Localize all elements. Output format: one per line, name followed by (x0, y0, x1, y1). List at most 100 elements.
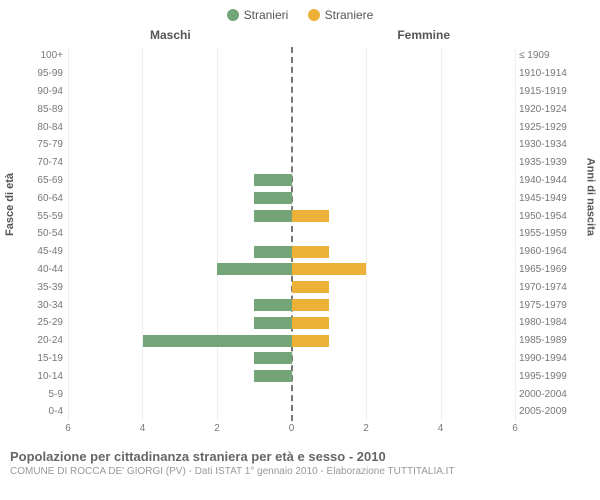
bar-wrap-male (68, 121, 292, 133)
bar-wrap-male (68, 370, 292, 382)
birth-label: 1965-1969 (519, 264, 577, 275)
legend-item-female: Straniere (308, 8, 374, 22)
data-row: 40-441965-1969 (68, 261, 515, 277)
bar-female (292, 335, 329, 347)
birth-label: 2005-2009 (519, 406, 577, 417)
data-row: 50-541955-1959 (68, 226, 515, 242)
x-tick-label: 2 (363, 423, 369, 434)
grid-line (515, 47, 516, 421)
x-tick-label: 2 (214, 423, 220, 434)
bar-wrap-male (68, 192, 292, 204)
birth-label: 1980-1984 (519, 317, 577, 328)
age-label: 20-24 (23, 335, 63, 346)
bar-wrap-male (68, 263, 292, 275)
data-row: 20-241985-1989 (68, 333, 515, 349)
x-tick-label: 6 (65, 423, 71, 434)
bar-wrap-male (68, 406, 292, 418)
legend-label-female: Straniere (325, 8, 374, 22)
x-tick-label: 0 (289, 423, 295, 434)
birth-label: 1995-1999 (519, 371, 577, 382)
birth-label: 2000-2004 (519, 389, 577, 400)
age-label: 10-14 (23, 371, 63, 382)
chart-container: Stranieri Straniere Maschi Femmine Fasce… (0, 0, 600, 500)
bar-wrap-female (292, 352, 516, 364)
bar-wrap-male (68, 352, 292, 364)
age-label: 5-9 (23, 389, 63, 400)
header-maschi: Maschi (150, 28, 191, 42)
birth-label: 1985-1989 (519, 335, 577, 346)
bar-wrap-female (292, 103, 516, 115)
data-row: 25-291980-1984 (68, 315, 515, 331)
age-label: 75-79 (23, 139, 63, 150)
bar-male (254, 210, 291, 222)
data-row: 100+≤ 1909 (68, 48, 515, 64)
legend: Stranieri Straniere (10, 8, 590, 24)
footer-title: Popolazione per cittadinanza straniera p… (10, 449, 590, 464)
x-tick-label: 6 (512, 423, 518, 434)
bar-wrap-male (68, 174, 292, 186)
bar-wrap-male (68, 388, 292, 400)
age-label: 80-84 (23, 122, 63, 133)
data-row: 80-841925-1929 (68, 119, 515, 135)
bar-male (254, 370, 291, 382)
bar-male (254, 352, 291, 364)
birth-label: 1935-1939 (519, 157, 577, 168)
footer: Popolazione per cittadinanza straniera p… (10, 443, 590, 477)
age-label: 90-94 (23, 86, 63, 97)
x-tick-label: 4 (438, 423, 444, 434)
age-label: 30-34 (23, 300, 63, 311)
data-row: 65-691940-1944 (68, 172, 515, 188)
bar-male (254, 317, 291, 329)
age-label: 45-49 (23, 246, 63, 257)
bar-male (254, 246, 291, 258)
bar-male (217, 263, 291, 275)
data-row: 10-141995-1999 (68, 368, 515, 384)
age-label: 70-74 (23, 157, 63, 168)
bar-wrap-male (68, 157, 292, 169)
data-row: 90-941915-1919 (68, 83, 515, 99)
age-label: 60-64 (23, 193, 63, 204)
age-label: 15-19 (23, 353, 63, 364)
data-row: 0-42005-2009 (68, 404, 515, 420)
data-row: 60-641945-1949 (68, 190, 515, 206)
y-axis-label-birth: Anni di nascita (584, 157, 596, 235)
age-label: 95-99 (23, 68, 63, 79)
age-label: 65-69 (23, 175, 63, 186)
bar-wrap-female (292, 335, 516, 347)
bar-wrap-female (292, 281, 516, 293)
bar-female (292, 210, 329, 222)
bar-wrap-female (292, 406, 516, 418)
bar-wrap-female (292, 121, 516, 133)
age-label: 0-4 (23, 406, 63, 417)
birth-label: 1910-1914 (519, 68, 577, 79)
birth-label: 1925-1929 (519, 122, 577, 133)
bar-wrap-female (292, 317, 516, 329)
data-row: 85-891920-1924 (68, 101, 515, 117)
bar-wrap-male (68, 317, 292, 329)
bar-wrap-female (292, 157, 516, 169)
age-label: 85-89 (23, 104, 63, 115)
age-label: 100+ (23, 50, 63, 61)
bar-wrap-male (68, 246, 292, 258)
birth-label: 1945-1949 (519, 193, 577, 204)
bar-wrap-female (292, 210, 516, 222)
legend-label-male: Stranieri (244, 8, 289, 22)
data-row: 15-191990-1994 (68, 350, 515, 366)
bar-female (292, 246, 329, 258)
data-row: 30-341975-1979 (68, 297, 515, 313)
data-row: 45-491960-1964 (68, 244, 515, 260)
bar-wrap-female (292, 263, 516, 275)
birth-label: 1975-1979 (519, 300, 577, 311)
bar-wrap-female (292, 50, 516, 62)
data-row: 35-391970-1974 (68, 279, 515, 295)
birth-label: 1920-1924 (519, 104, 577, 115)
legend-swatch-male (227, 9, 239, 21)
data-row: 75-791930-1934 (68, 137, 515, 153)
footer-subtitle: COMUNE DI ROCCA DE' GIORGI (PV) - Dati I… (10, 466, 590, 477)
birth-label: 1915-1919 (519, 86, 577, 97)
bar-male (254, 174, 291, 186)
bar-female (292, 299, 329, 311)
x-tick-label: 4 (140, 423, 146, 434)
bar-wrap-female (292, 388, 516, 400)
age-label: 50-54 (23, 228, 63, 239)
